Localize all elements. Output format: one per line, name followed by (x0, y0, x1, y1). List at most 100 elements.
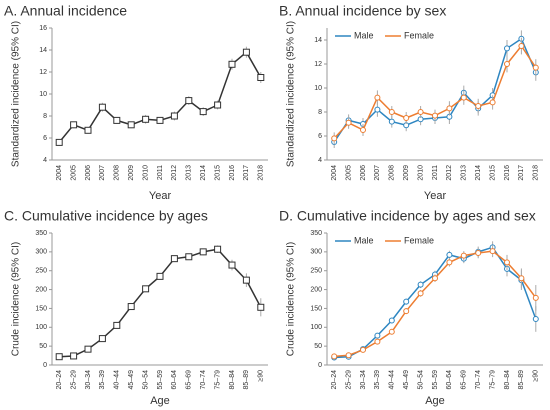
marker (460, 94, 467, 101)
marker (127, 121, 135, 129)
x-tick-label: 2006 (360, 165, 367, 181)
x-tick-label: 55–59 (157, 370, 164, 390)
y-axis-title: Crude incidence (95% CI) (286, 242, 297, 357)
x-tick-label: 25–29 (70, 370, 77, 390)
marker (403, 308, 410, 315)
marker (331, 353, 338, 360)
marker (113, 321, 121, 329)
marker (84, 345, 92, 353)
y-tick-label: 14 (39, 47, 47, 54)
panel-title: D. Cumulative incidence by ages and sex (279, 208, 536, 224)
marker (185, 253, 193, 261)
marker (504, 259, 510, 266)
x-tick-label: 2016 (229, 165, 236, 181)
marker (403, 115, 410, 121)
y-axis-title: Standardized incidence (95% CI) (11, 21, 22, 167)
y-tick-label: 150 (35, 305, 47, 312)
marker (489, 99, 496, 106)
marker (228, 261, 236, 269)
marker (70, 352, 78, 360)
marker (360, 346, 366, 353)
y-tick-label: 50 (314, 343, 322, 350)
marker (55, 353, 63, 361)
x-tick-label: 30–34 (85, 370, 92, 390)
x-tick-label: 2008 (389, 165, 396, 181)
x-tick-label: 40–44 (114, 370, 121, 390)
marker (127, 303, 135, 311)
marker (374, 94, 381, 101)
y-tick-label: 6 (43, 135, 47, 142)
x-tick-label: ≥90 (258, 370, 265, 382)
x-tick-label: 50–54 (417, 370, 424, 390)
marker (532, 315, 539, 322)
marker (156, 116, 164, 124)
x-tick-label: 75–79 (489, 370, 496, 390)
x-tick-label: 2018 (258, 165, 265, 181)
marker (142, 115, 150, 123)
y-tick-label: 200 (35, 286, 47, 293)
x-tick-label: 65–69 (461, 370, 468, 390)
panel-title: C. Cumulative incidence by ages (4, 208, 208, 224)
marker (504, 61, 510, 67)
panel-title: B. Annual incidence by sex (279, 3, 446, 19)
marker (417, 290, 424, 297)
x-tick-label: 2012 (446, 165, 453, 181)
x-tick-label: 2017 (518, 165, 525, 181)
y-axis-title: Crude incidence (95% CI) (11, 242, 22, 357)
marker (345, 119, 352, 126)
marker (388, 118, 395, 125)
x-tick-label: ≥90 (533, 370, 540, 382)
y-tick-label: 6 (318, 133, 322, 140)
x-tick-label: 60–64 (171, 370, 178, 390)
x-axis-title: Year (424, 190, 447, 202)
x-tick-label: 85–89 (518, 370, 525, 390)
marker (345, 352, 352, 359)
x-tick-label: 60–64 (446, 370, 453, 390)
x-tick-label: 2009 (128, 165, 135, 181)
marker (388, 317, 395, 324)
marker (475, 103, 482, 109)
marker (84, 126, 92, 134)
marker (532, 294, 539, 301)
marker (518, 43, 525, 49)
marker (242, 48, 250, 56)
x-tick-label: 2007 (374, 165, 381, 181)
y-tick-label: 4 (43, 157, 47, 164)
marker (70, 121, 78, 129)
y-tick-label: 12 (314, 61, 322, 68)
y-tick-label: 10 (314, 85, 322, 92)
marker (417, 109, 424, 115)
y-tick-label: 350 (310, 230, 322, 237)
marker (113, 116, 121, 124)
marker (446, 105, 453, 112)
y-tick-label: 0 (318, 362, 322, 369)
x-tick-label: 70–74 (475, 370, 482, 390)
y-tick-label: 8 (318, 109, 322, 116)
x-tick-label: 2011 (432, 165, 439, 180)
marker (228, 60, 236, 68)
x-tick-label: 2007 (99, 165, 106, 181)
x-tick-label: 85–89 (243, 370, 250, 390)
x-tick-label: 75–79 (214, 370, 221, 390)
y-tick-label: 200 (310, 286, 322, 293)
x-tick-label: 35–39 (99, 370, 106, 390)
marker (460, 252, 467, 259)
y-tick-label: 10 (39, 91, 47, 98)
x-tick-label: 25–29 (345, 370, 352, 390)
x-tick-label: 2005 (345, 165, 352, 181)
marker (170, 112, 178, 120)
x-axis-title: Age (425, 395, 445, 407)
x-tick-label: 80–84 (504, 370, 511, 390)
y-tick-label: 250 (310, 268, 322, 275)
x-tick-label: 55–59 (432, 370, 439, 390)
x-tick-label: 2015 (489, 165, 496, 181)
x-tick-label: 80–84 (229, 370, 236, 390)
marker (185, 97, 193, 105)
legend-label: Male (354, 235, 374, 245)
marker (374, 338, 381, 345)
x-tick-label: 20–24 (56, 370, 63, 390)
x-tick-label: 2008 (114, 165, 121, 181)
x-axis-title: Year (149, 190, 172, 202)
x-tick-label: 65–69 (186, 370, 193, 390)
